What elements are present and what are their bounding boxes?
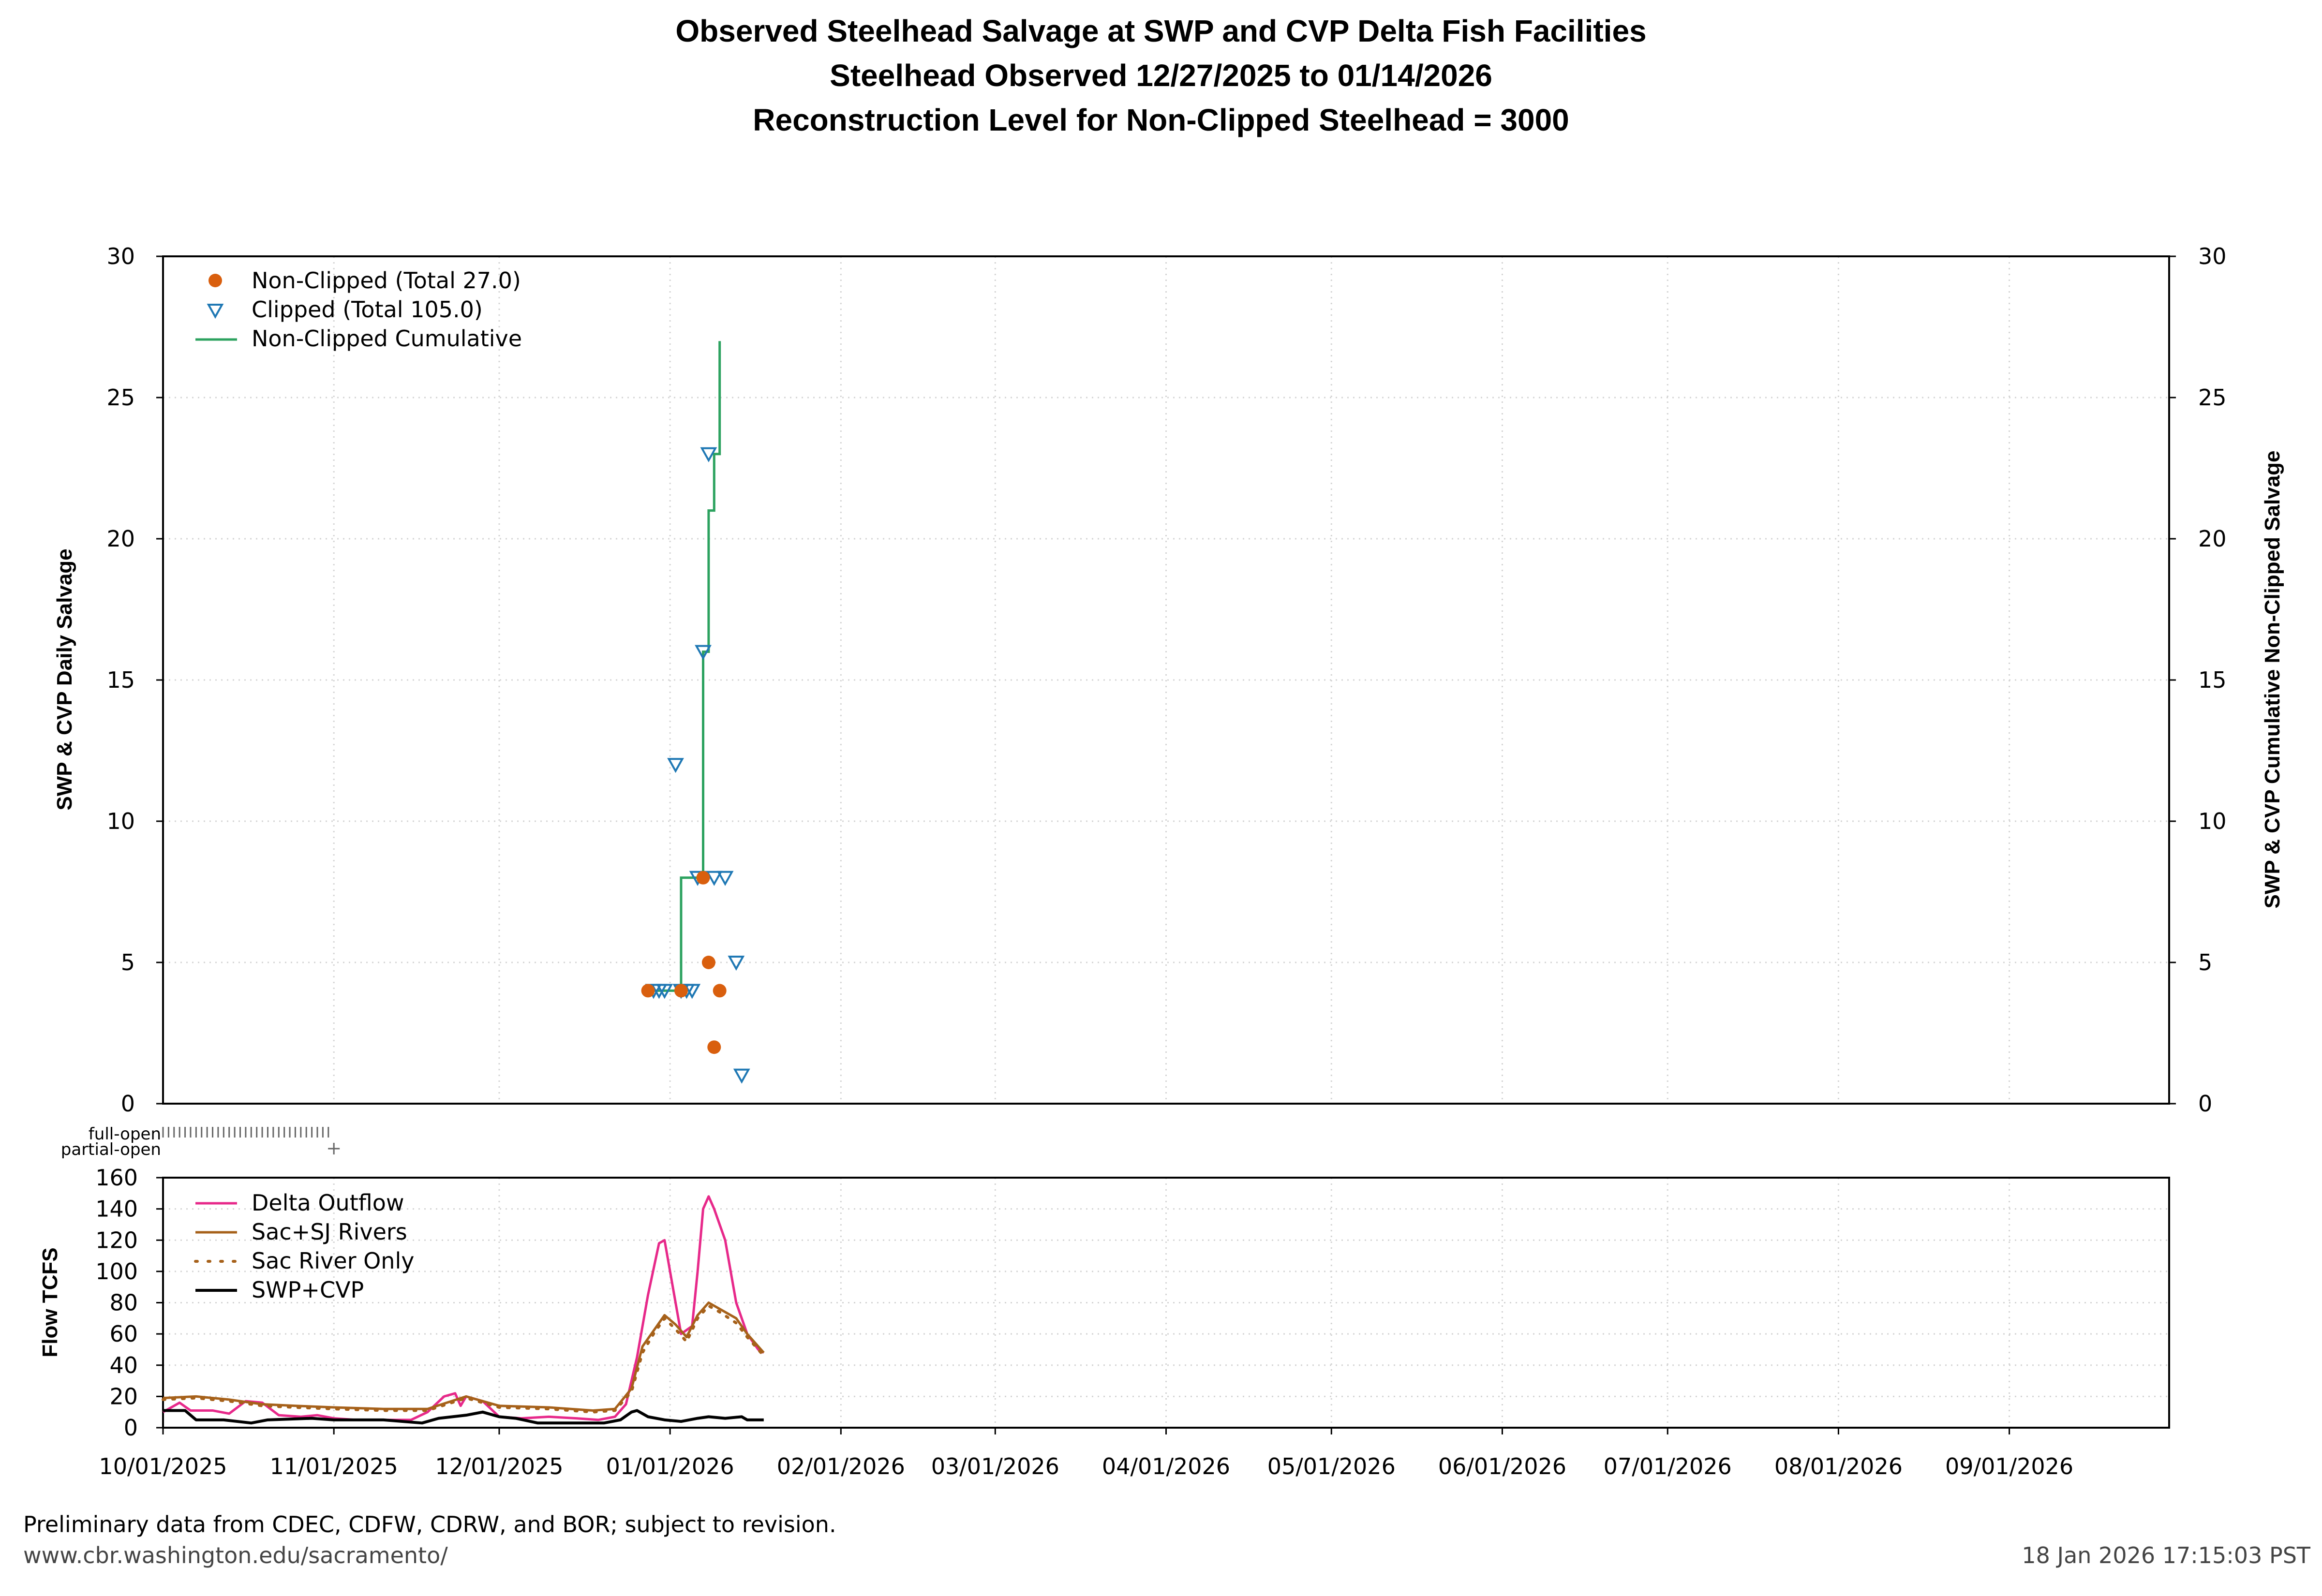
salvage-y-tick-label: 20: [106, 526, 135, 552]
cumulative-y-axis-title: SWP & CVP Cumulative Non-Clipped Salvage: [2261, 450, 2284, 908]
chart-title: Observed Steelhead Salvage at SWP and CV…: [675, 14, 1646, 48]
swp-cvp-line: [163, 1409, 764, 1425]
axis-ticks: 10/01/2025 11/01/2025 12/01/2025 01/01/2026…: [95, 243, 2226, 1479]
sac-river-only-line: [162, 1304, 765, 1414]
clipped-point: [728, 956, 745, 971]
cumulative-y-tick-label: 20: [2198, 526, 2227, 552]
flow-gridlines: [163, 1178, 2169, 1428]
non-clipped-point: [713, 984, 727, 998]
non-clipped-point: [674, 984, 688, 998]
cumulative-y-tick-label: 15: [2198, 667, 2227, 693]
non-clipped-point: [641, 984, 655, 998]
flow-legend: Delta Outflow Sac+SJ Rivers Sac River On…: [194, 1190, 414, 1303]
clipped-point: [656, 984, 673, 999]
clipped-point: [733, 1068, 750, 1084]
flow-y-tick-label: 160: [95, 1165, 138, 1191]
legend-clipped-marker: [207, 304, 224, 319]
non-clipped-point: [701, 956, 715, 969]
legend-non-clipped-marker: [208, 274, 222, 287]
legend-non-clipped-label: Non-Clipped (Total 27.0): [252, 267, 521, 294]
x-tick-label: 05/01/2026: [1267, 1453, 1396, 1479]
chart-subtitle: Steelhead Observed 12/27/2025 to 01/14/2…: [830, 58, 1492, 93]
sac-sj-rivers-line: [163, 1301, 765, 1412]
flow-y-tick-label: 120: [95, 1227, 138, 1253]
flow-y-axis-title: Flow TCFS: [38, 1247, 62, 1357]
cumulative-y-tick-label: 5: [2198, 949, 2212, 975]
legend-sac-only-label: Sac River Only: [252, 1248, 414, 1274]
cumulative-y-tick-label: 0: [2198, 1091, 2212, 1117]
flow-y-tick-label: 60: [109, 1321, 138, 1347]
x-tick-label: 07/01/2026: [1604, 1453, 1732, 1479]
salvage-y-tick-label: 5: [121, 949, 135, 975]
clipped-point: [716, 871, 734, 886]
flow-y-tick-label: 80: [109, 1290, 138, 1316]
x-tick-label: 08/01/2026: [1774, 1453, 1903, 1479]
clipped-point: [700, 447, 717, 462]
flow-y-tick-label: 20: [109, 1383, 138, 1409]
legend-clipped-label: Clipped (Total 105.0): [252, 296, 483, 323]
cumulative-step-line: [648, 341, 721, 992]
x-tick-label: 12/01/2025: [435, 1453, 563, 1479]
flow-y-tick-label: 40: [109, 1352, 138, 1378]
chart-subtitle-reconstruction: Reconstruction Level for Non-Clipped Ste…: [753, 103, 1569, 137]
non-clipped-point: [696, 871, 710, 885]
flow-y-tick-label: 140: [95, 1196, 138, 1222]
legend-delta-outflow-label: Delta Outflow: [252, 1190, 404, 1216]
cumulative-y-tick-label: 10: [2198, 808, 2227, 834]
gate-full-open-label: full-open: [89, 1124, 161, 1144]
cumulative-y-tick-label: 30: [2198, 243, 2227, 269]
clipped-point: [667, 758, 684, 773]
clipped-point: [705, 871, 723, 886]
legend-sac-sj-label: Sac+SJ Rivers: [252, 1219, 407, 1245]
footer-url[interactable]: www.cbr.washington.edu/sacramento/: [23, 1542, 448, 1568]
x-tick-label: 09/01/2026: [1945, 1453, 2073, 1479]
gate-partial-open-label: partial-open: [61, 1140, 161, 1159]
cumulative-y-tick-label: 25: [2198, 384, 2227, 411]
x-tick-label: 01/01/2026: [606, 1453, 734, 1479]
flow-series: [162, 1195, 765, 1425]
clipped-point: [695, 645, 712, 660]
flow-y-tick-label: 100: [95, 1258, 138, 1285]
salvage-y-axis-title: SWP & CVP Daily Salvage: [53, 548, 76, 810]
flow-y-tick-label: 0: [124, 1415, 138, 1441]
clipped-point: [684, 984, 701, 999]
x-tick-label: 03/01/2026: [931, 1453, 1059, 1479]
flow-plot-frame: [162, 1177, 2170, 1429]
salvage-y-tick-label: 10: [106, 808, 135, 834]
legend-swp-cvp-label: SWP+CVP: [252, 1277, 364, 1303]
salvage-gridlines: [163, 256, 2169, 1104]
x-tick-label: 11/01/2025: [270, 1453, 398, 1479]
x-tick-label: 04/01/2026: [1102, 1453, 1230, 1479]
x-tick-label: 06/01/2026: [1438, 1453, 1566, 1479]
non-clipped-point: [707, 1040, 721, 1054]
footer-timestamp: 18 Jan 2026 17:15:03 PST: [2022, 1542, 2311, 1568]
salvage-y-tick-label: 15: [106, 667, 135, 693]
salvage-series: [641, 341, 750, 1084]
gate-status-marks: [162, 1127, 340, 1154]
salvage-y-tick-label: 30: [106, 243, 135, 269]
x-tick-label: 10/01/2025: [99, 1453, 227, 1479]
footer-note: Preliminary data from CDEC, CDFW, CDRW, …: [23, 1511, 836, 1537]
salvage-y-tick-label: 0: [121, 1091, 135, 1117]
x-tick-label: 02/01/2026: [777, 1453, 905, 1479]
legend-cumulative-label: Non-Clipped Cumulative: [252, 325, 522, 352]
salvage-y-tick-label: 25: [106, 384, 135, 411]
salvage-legend: Non-Clipped (Total 27.0) Clipped (Total …: [195, 267, 522, 352]
